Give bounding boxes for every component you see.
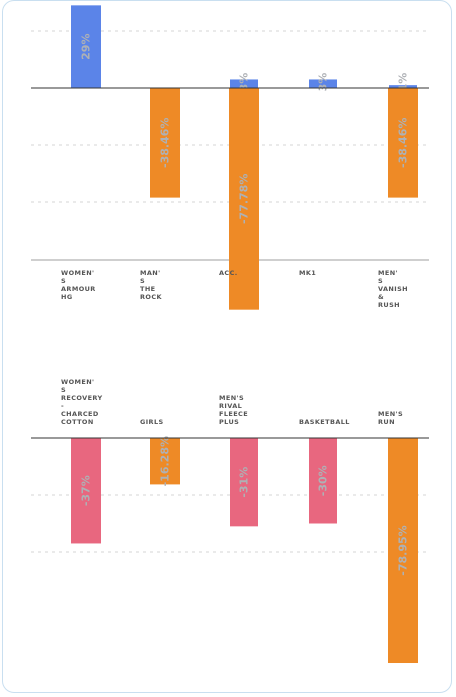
category-label: VANISH	[378, 285, 408, 293]
category-label: RUSH	[378, 301, 400, 309]
bar-0-5	[389, 85, 417, 88]
data-label: 3%	[238, 73, 251, 92]
category-label: BASKETBALL	[299, 418, 350, 426]
category-label: WOMEN'	[61, 269, 94, 277]
bar-0-6	[388, 88, 418, 198]
bar-1-0	[71, 438, 101, 544]
category-label: HG	[61, 293, 73, 301]
category-label: WOMEN'	[61, 378, 94, 386]
category-label: RECOVERY	[61, 394, 103, 402]
bar-0-3	[229, 88, 259, 310]
data-label: -38.46%	[159, 118, 172, 168]
category-label: GIRLS	[140, 418, 164, 426]
category-label: S	[61, 277, 66, 285]
bar-1-5	[388, 438, 418, 664]
bar-1-3	[309, 438, 337, 524]
category-label: RUN	[378, 418, 395, 426]
category-label: MEN'S	[219, 394, 244, 402]
bar-0-0	[71, 5, 101, 89]
category-label: CHARCED	[61, 410, 99, 418]
bar-0-2	[230, 79, 258, 88]
category-label: -	[61, 402, 64, 410]
data-label: 29%	[80, 34, 93, 60]
category-label: FLEECE	[219, 410, 248, 418]
bar-chart: 29%-38.46%3%-77.78%3%1%-38.46%-8%WOMEN'S…	[31, 5, 429, 664]
data-label: 3%	[317, 73, 330, 92]
category-label: MK1	[299, 269, 316, 277]
data-label: -38.46%	[397, 118, 410, 168]
category-label: ROCK	[140, 293, 163, 301]
category-label: THE	[140, 285, 156, 293]
category-label: S	[378, 277, 383, 285]
category-label: &	[378, 293, 384, 301]
category-label: COTTON	[61, 418, 94, 426]
bar-0-4	[309, 79, 337, 88]
category-label: MEN'	[378, 269, 398, 277]
category-label: MAN'	[140, 269, 161, 277]
bar-1-2	[230, 438, 258, 527]
data-label: -30%	[317, 465, 330, 496]
category-label: MEN'S	[378, 410, 403, 418]
category-label: RIVAL	[219, 402, 242, 410]
bar-0-1	[150, 88, 180, 198]
bar-1-1	[150, 438, 180, 485]
category-label: S	[61, 386, 66, 394]
category-label: PLUS	[219, 418, 239, 426]
category-label: ACC.	[219, 269, 238, 277]
data-label: -78.95%	[397, 525, 410, 575]
data-label: -37%	[80, 475, 93, 506]
data-label: 1%	[397, 73, 410, 92]
data-label: -77.78%	[238, 174, 251, 224]
category-label: S	[140, 277, 145, 285]
data-label: -31%	[238, 467, 251, 498]
category-label: ARMOUR	[61, 285, 96, 293]
data-label: -16.28%	[159, 436, 172, 486]
